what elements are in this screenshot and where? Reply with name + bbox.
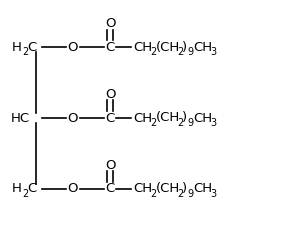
- Text: H: H: [12, 41, 22, 54]
- Text: ): ): [182, 41, 188, 54]
- Text: C: C: [27, 182, 37, 195]
- Text: O: O: [105, 159, 115, 172]
- Text: 2: 2: [150, 189, 157, 199]
- Text: 9: 9: [188, 189, 194, 199]
- Text: 9: 9: [188, 118, 194, 128]
- Text: O: O: [67, 111, 78, 125]
- Text: 3: 3: [211, 118, 217, 128]
- Text: 2: 2: [23, 47, 29, 57]
- Text: C: C: [106, 182, 115, 195]
- Text: O: O: [67, 182, 78, 195]
- Text: CH: CH: [133, 41, 152, 54]
- Text: CH: CH: [193, 111, 212, 125]
- Text: 3: 3: [211, 47, 217, 57]
- Text: (CH: (CH: [156, 41, 180, 54]
- Text: C: C: [27, 41, 37, 54]
- Text: H: H: [12, 182, 22, 195]
- Text: CH: CH: [193, 41, 212, 54]
- Text: O: O: [67, 41, 78, 54]
- Text: O: O: [105, 17, 115, 30]
- Text: CH: CH: [133, 111, 152, 125]
- Text: CH: CH: [133, 182, 152, 195]
- Text: 3: 3: [211, 189, 217, 199]
- Text: (CH: (CH: [156, 182, 180, 195]
- Text: 2: 2: [23, 189, 29, 199]
- Text: C: C: [106, 41, 115, 54]
- Text: ): ): [182, 111, 188, 125]
- Text: C: C: [106, 111, 115, 125]
- Text: (CH: (CH: [156, 111, 180, 125]
- Text: 2: 2: [150, 47, 157, 57]
- Text: HC: HC: [11, 111, 30, 125]
- Text: CH: CH: [193, 182, 212, 195]
- Text: O: O: [105, 88, 115, 101]
- Text: 2: 2: [177, 118, 183, 128]
- Text: 2: 2: [177, 47, 183, 57]
- Text: 9: 9: [188, 47, 194, 57]
- Text: 2: 2: [150, 118, 157, 128]
- Text: 2: 2: [177, 189, 183, 199]
- Text: ): ): [182, 182, 188, 195]
